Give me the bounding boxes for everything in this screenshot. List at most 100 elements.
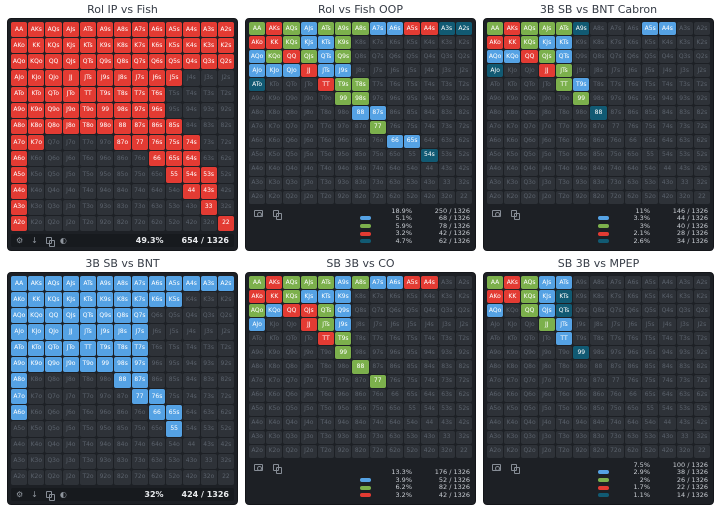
hand-cell-QTs[interactable]: QTs — [317, 50, 335, 64]
hand-cell-84s[interactable]: 84s — [421, 360, 438, 374]
hand-cell-J4o[interactable]: J4o — [538, 416, 555, 430]
hand-cell-K7o[interactable]: K7o — [266, 120, 283, 134]
hand-cell-32o[interactable]: 32o — [676, 190, 693, 204]
hand-cell-72s[interactable]: 72s — [455, 120, 472, 134]
hand-cell-J7o[interactable]: J7o — [62, 389, 79, 405]
hand-cell-AKo[interactable]: AKo — [249, 36, 266, 50]
hand-cell-74s[interactable]: 74s — [183, 389, 200, 405]
hand-cell-QJs[interactable]: QJs — [300, 50, 317, 64]
hand-cell-T6s[interactable]: T6s — [386, 78, 404, 92]
hand-cell-87s[interactable]: 87s — [369, 360, 386, 374]
hand-cell-KTo[interactable]: KTo — [504, 332, 521, 346]
hand-cell-AQs[interactable]: AQs — [283, 276, 300, 290]
hand-cell-A8s[interactable]: A8s — [352, 276, 369, 290]
hand-cell-77[interactable]: 77 — [131, 389, 148, 405]
hand-cell-Q3o[interactable]: Q3o — [45, 453, 62, 469]
hand-cell-Q8o[interactable]: Q8o — [283, 106, 300, 120]
hand-cell-Q4o[interactable]: Q4o — [283, 162, 300, 176]
hand-cell-K6s[interactable]: K6s — [148, 292, 166, 308]
hand-cell-AKs[interactable]: AKs — [504, 22, 521, 36]
hand-cell-93o[interactable]: 93o — [573, 430, 590, 444]
hand-cell-83o[interactable]: 83o — [352, 176, 369, 190]
hand-cell-84s[interactable]: 84s — [659, 106, 676, 120]
hand-cell-AQs[interactable]: AQs — [521, 22, 538, 36]
hand-cell-A7s[interactable]: A7s — [131, 22, 148, 38]
hand-cell-K7o[interactable]: K7o — [266, 374, 283, 388]
hand-cell-QTs[interactable]: QTs — [555, 50, 573, 64]
hand-cell-55[interactable]: 55 — [404, 402, 421, 416]
hand-cell-Q9s[interactable]: Q9s — [335, 50, 352, 64]
hand-cell-98o[interactable]: 98o — [97, 372, 114, 389]
hand-cell-J9o[interactable]: J9o — [538, 346, 555, 360]
hand-cell-43s[interactable]: 43s — [200, 183, 217, 199]
hand-cell-K2s[interactable]: K2s — [217, 292, 234, 308]
hand-cell-JTs[interactable]: JTs — [79, 70, 97, 86]
hand-cell-K3s[interactable]: K3s — [438, 290, 455, 304]
hand-cell-Q6o[interactable]: Q6o — [283, 134, 300, 148]
hand-cell-42o[interactable]: 42o — [183, 215, 200, 231]
hand-cell-T7s[interactable]: T7s — [607, 78, 624, 92]
hand-cell-63o[interactable]: 63o — [624, 430, 642, 444]
hand-cell-94o[interactable]: 94o — [335, 162, 352, 176]
hand-cell-A2o[interactable]: A2o — [11, 469, 28, 485]
hand-cell-K6o[interactable]: K6o — [504, 134, 521, 148]
hand-cell-T3o[interactable]: T3o — [317, 176, 335, 190]
hand-cell-A8s[interactable]: A8s — [114, 22, 131, 38]
hand-cell-QQ[interactable]: QQ — [283, 50, 300, 64]
hand-cell-AQo[interactable]: AQo — [249, 304, 266, 318]
hand-cell-82s[interactable]: 82s — [455, 360, 472, 374]
hand-cell-Q4s[interactable]: Q4s — [659, 304, 676, 318]
hand-cell-97s[interactable]: 97s — [131, 102, 148, 118]
hand-cell-QJs[interactable]: QJs — [62, 54, 79, 70]
hand-cell-K7o[interactable]: K7o — [504, 374, 521, 388]
hand-cell-83o[interactable]: 83o — [114, 453, 131, 469]
hand-cell-AQs[interactable]: AQs — [521, 276, 538, 290]
hand-cell-QTs[interactable]: QTs — [317, 304, 335, 318]
hand-cell-52s[interactable]: 52s — [693, 402, 710, 416]
hand-cell-93o[interactable]: 93o — [335, 176, 352, 190]
hand-cell-62o[interactable]: 62o — [148, 469, 166, 485]
hand-cell-T9o[interactable]: T9o — [317, 92, 335, 106]
hand-cell-A7o[interactable]: A7o — [11, 389, 28, 405]
hand-cell-T7o[interactable]: T7o — [79, 389, 97, 405]
hand-cell-66[interactable]: 66 — [148, 151, 166, 167]
hand-cell-85o[interactable]: 85o — [114, 167, 131, 183]
hand-cell-77[interactable]: 77 — [369, 120, 386, 134]
hand-cell-98o[interactable]: 98o — [335, 106, 352, 120]
hand-cell-Q4o[interactable]: Q4o — [521, 162, 538, 176]
hand-cell-K9s[interactable]: K9s — [335, 290, 352, 304]
hand-cell-98o[interactable]: 98o — [97, 118, 114, 135]
hand-cell-K6s[interactable]: K6s — [624, 36, 642, 50]
hand-cell-97o[interactable]: 97o — [573, 374, 590, 388]
hand-cell-K9s[interactable]: K9s — [573, 36, 590, 50]
hand-cell-65s[interactable]: 65s — [404, 388, 421, 402]
hand-cell-86s[interactable]: 86s — [624, 106, 642, 120]
hand-cell-95s[interactable]: 95s — [404, 92, 421, 106]
hand-cell-A7o[interactable]: A7o — [11, 135, 28, 151]
hand-cell-T2s[interactable]: T2s — [217, 340, 234, 356]
hand-cell-T5o[interactable]: T5o — [317, 402, 335, 416]
hand-cell-Q5s[interactable]: Q5s — [404, 50, 421, 64]
hand-cell-32s[interactable]: 32s — [693, 430, 710, 444]
hand-cell-T9o[interactable]: T9o — [79, 102, 97, 118]
hand-cell-K5o[interactable]: K5o — [504, 402, 521, 416]
hand-cell-64s[interactable]: 64s — [421, 134, 438, 148]
hand-cell-J8s[interactable]: J8s — [590, 64, 607, 78]
hand-cell-KQo[interactable]: KQo — [504, 50, 521, 64]
hand-cell-53s[interactable]: 53s — [200, 421, 217, 437]
hand-cell-KJs[interactable]: KJs — [538, 36, 555, 50]
hand-cell-J6o[interactable]: J6o — [538, 134, 555, 148]
hand-cell-66[interactable]: 66 — [386, 388, 404, 402]
hand-cell-J6s[interactable]: J6s — [386, 64, 404, 78]
hand-cell-K9s[interactable]: K9s — [97, 38, 114, 54]
hand-cell-J5o[interactable]: J5o — [538, 148, 555, 162]
hand-cell-98s[interactable]: 98s — [352, 92, 369, 106]
hand-cell-86o[interactable]: 86o — [590, 388, 607, 402]
hand-cell-K5o[interactable]: K5o — [266, 148, 283, 162]
hand-cell-J7s[interactable]: J7s — [131, 70, 148, 86]
hand-cell-Q5s[interactable]: Q5s — [404, 304, 421, 318]
hand-cell-T9o[interactable]: T9o — [79, 356, 97, 372]
hand-cell-42o[interactable]: 42o — [421, 444, 438, 458]
hand-cell-T2s[interactable]: T2s — [693, 332, 710, 346]
hand-cell-KJs[interactable]: KJs — [62, 38, 79, 54]
